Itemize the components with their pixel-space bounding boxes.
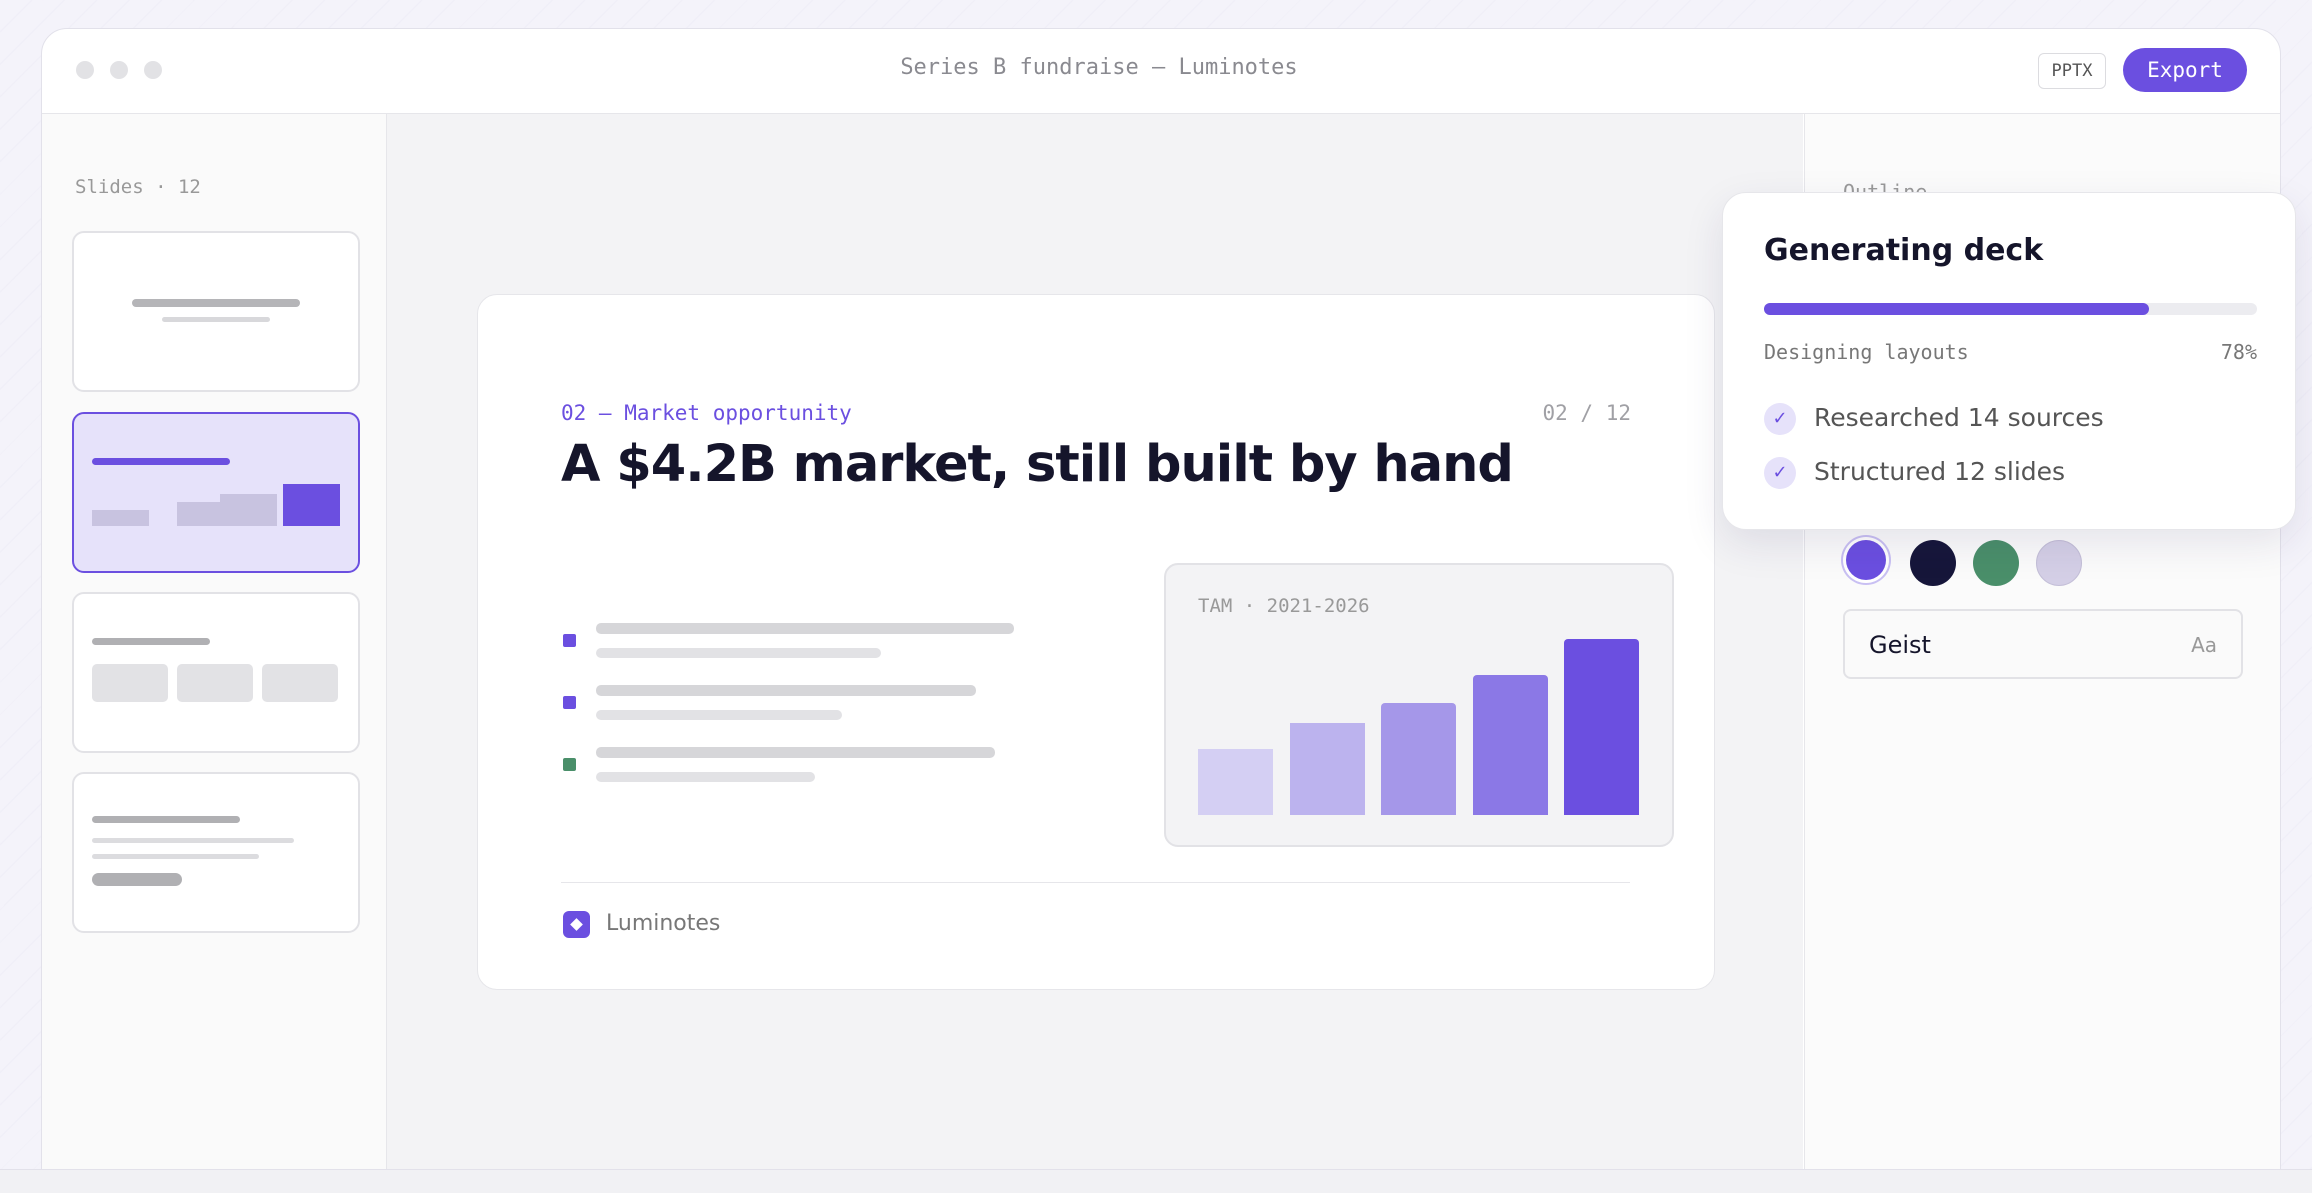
progress-status: Designing layouts xyxy=(1764,340,1969,364)
slide-card[interactable]: 02 — Market opportunity 02 / 12 A $4.2B … xyxy=(477,294,1715,990)
slide-footer: Luminotes xyxy=(606,911,721,936)
font-sample: Aa xyxy=(2191,633,2217,657)
progress-fill xyxy=(1764,303,2149,315)
window-dot[interactable] xyxy=(110,61,128,79)
slide-headline: A $4.2B market, still built by hand xyxy=(561,435,1514,494)
slide-thumbnail[interactable] xyxy=(72,772,360,933)
slide-eyebrow: 02 — Market opportunity xyxy=(561,401,852,425)
window-title: Series B fundraise — Luminotes xyxy=(900,55,1298,80)
slide-thumbnail[interactable] xyxy=(72,231,360,392)
color-swatch[interactable] xyxy=(1973,540,2019,586)
step: Researched 14 sources xyxy=(1814,403,2104,432)
color-swatch[interactable] xyxy=(1910,540,1956,586)
window-dot[interactable] xyxy=(76,61,94,79)
color-swatch[interactable] xyxy=(1846,540,1886,580)
chart-box: TAM · 2021-2026 xyxy=(1164,563,1674,847)
chart-label: TAM · 2021-2026 xyxy=(1198,595,1370,617)
step: Structured 12 slides xyxy=(1814,457,2066,486)
pptx-button[interactable]: PPTX xyxy=(2038,53,2106,89)
color-swatch[interactable] xyxy=(2036,540,2082,586)
slide-counter: 02 / 12 xyxy=(1542,401,1631,425)
font-name: Geist xyxy=(1869,631,1931,659)
font-picker[interactable]: Geist Aa xyxy=(1843,609,2243,679)
popup-title: Generating deck xyxy=(1764,233,2044,268)
slides-sidebar: Slides · 12 xyxy=(42,114,387,1189)
progress-percent: 78% xyxy=(2220,340,2257,364)
progress-track xyxy=(1764,303,2257,315)
slide-thumbnail-active[interactable] xyxy=(72,412,360,573)
slide-thumbnail[interactable] xyxy=(72,592,360,753)
window-dot[interactable] xyxy=(144,61,162,79)
title-bar xyxy=(42,29,2280,114)
export-button[interactable]: Export xyxy=(2123,48,2247,92)
sidebar-heading: Slides · 12 xyxy=(75,176,201,198)
progress-popup: Generating deck Designing layouts 78% ✓ … xyxy=(1722,192,2296,530)
status-strip xyxy=(0,1169,2312,1193)
